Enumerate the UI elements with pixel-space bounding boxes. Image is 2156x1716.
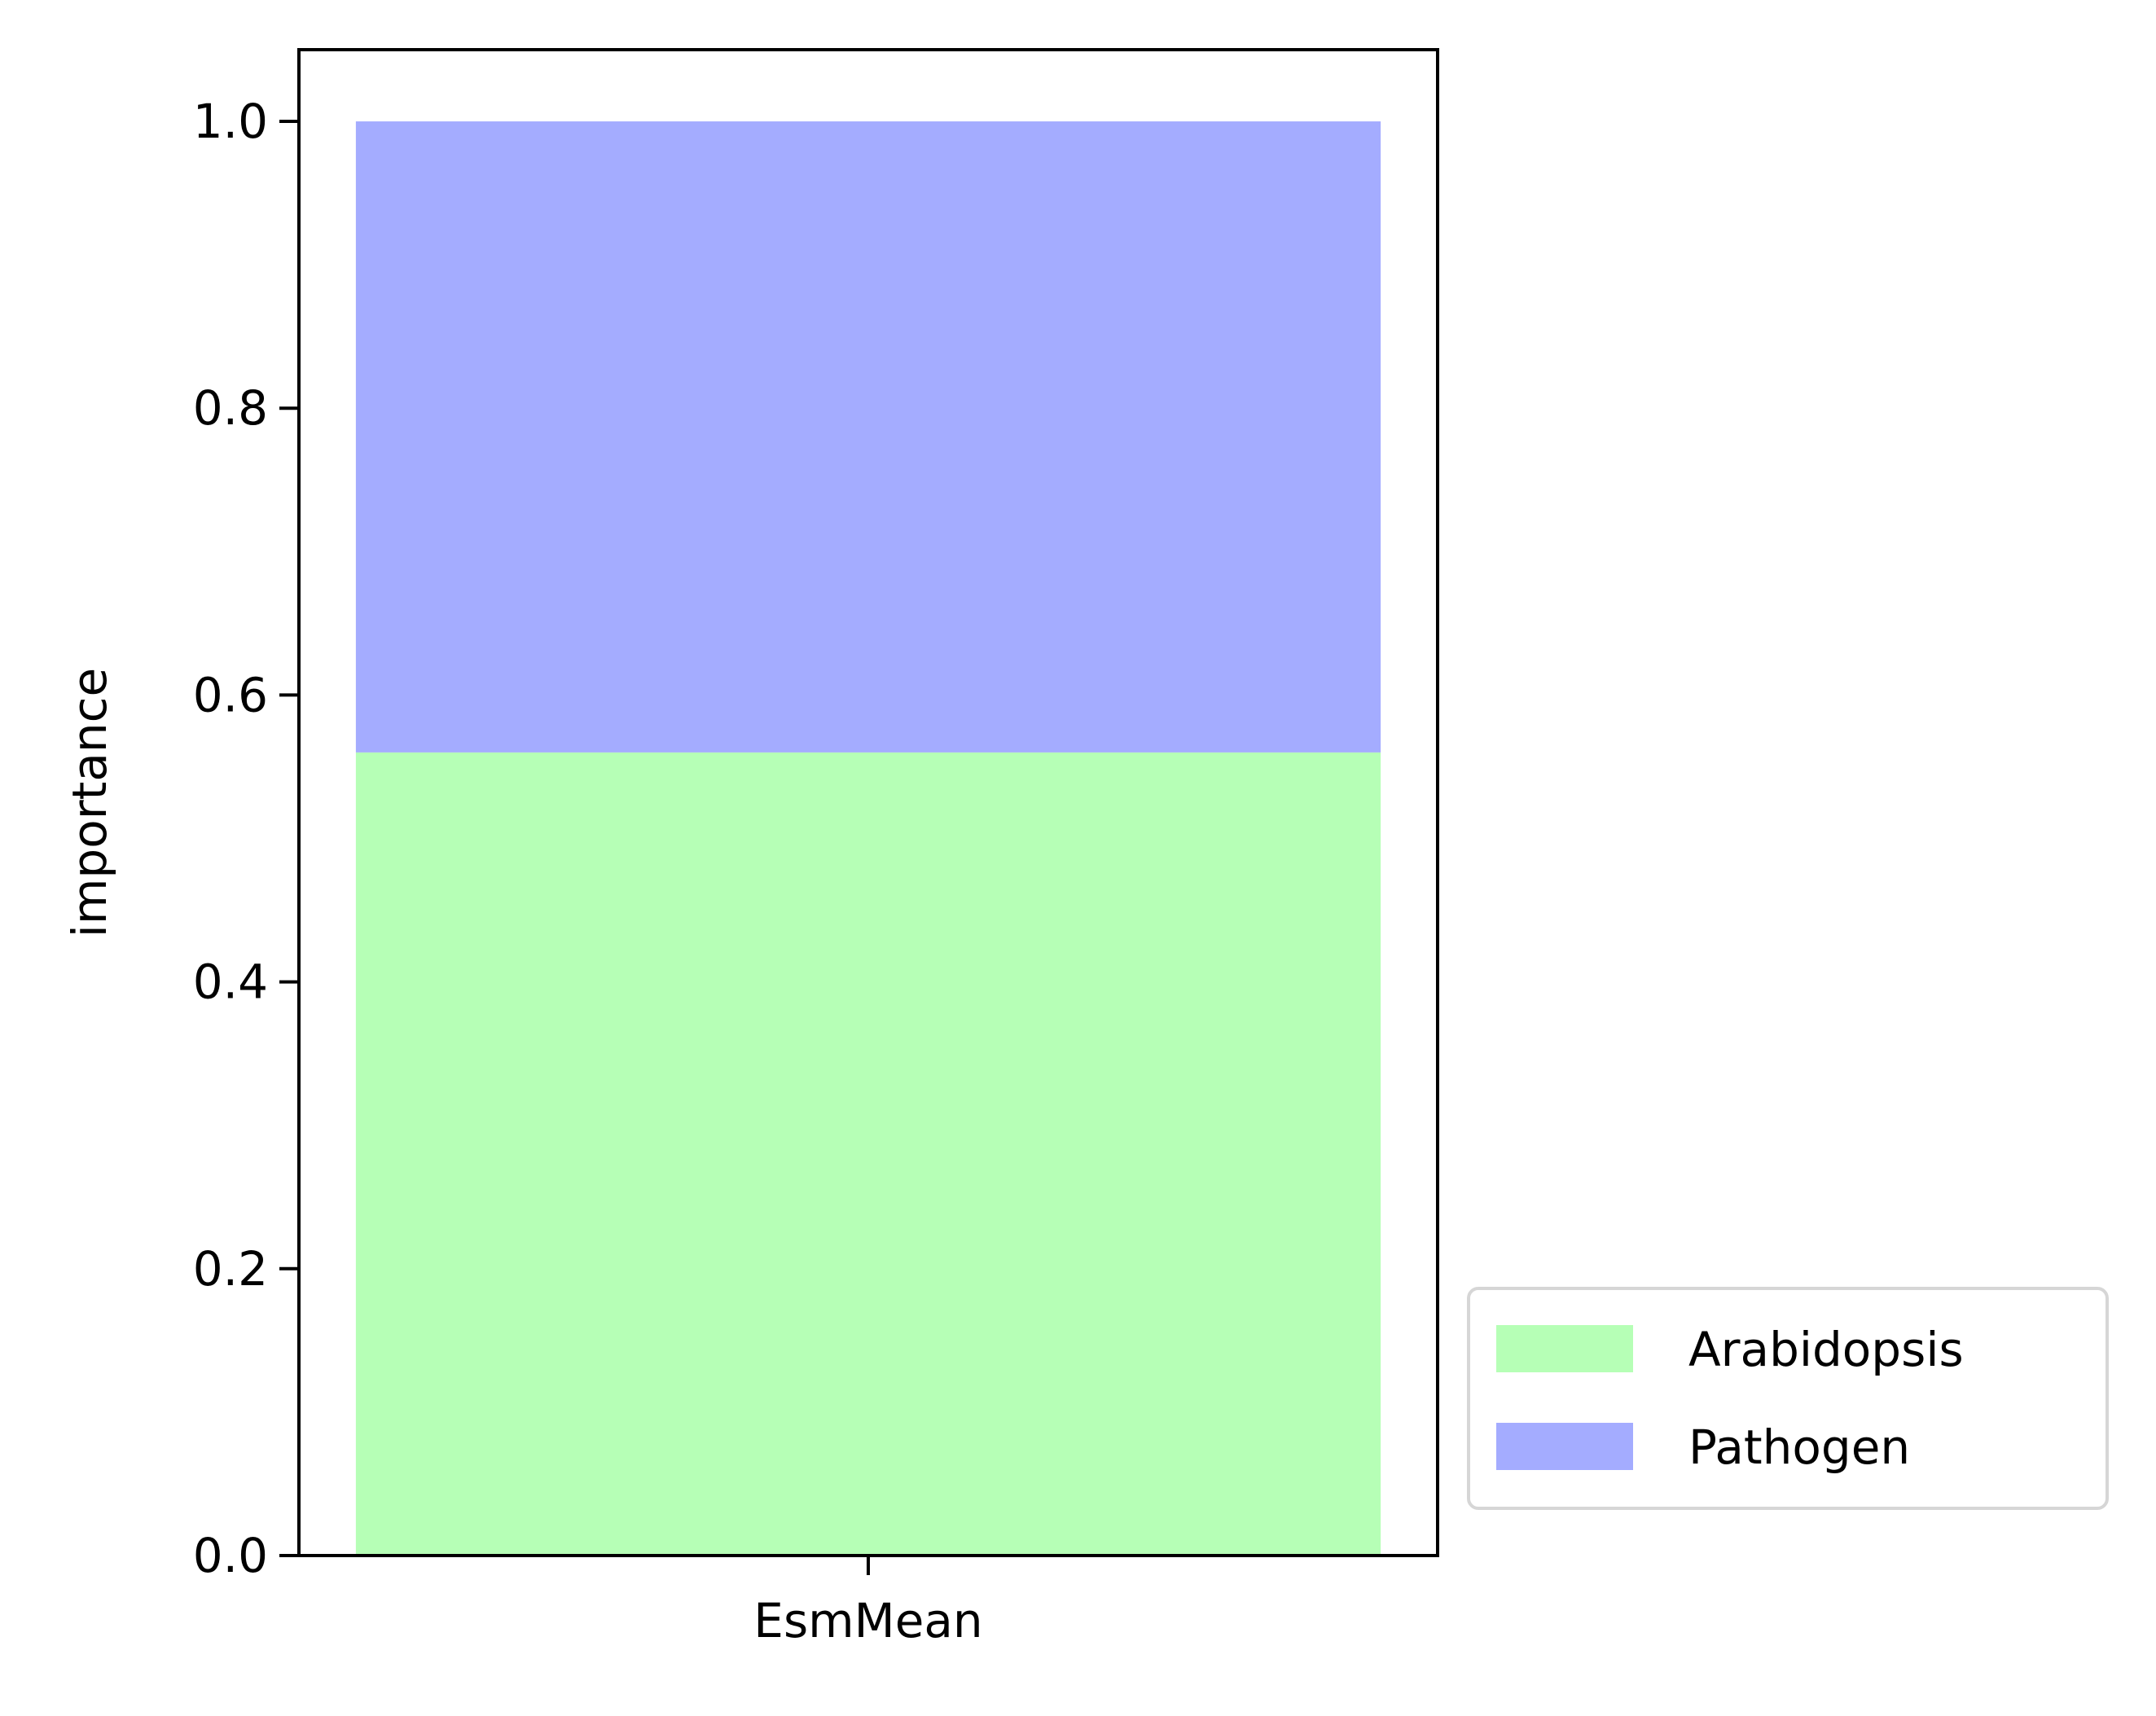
y-tick-label: 0.2 (193, 1241, 268, 1297)
y-axis: 0.0 0.2 0.4 0.6 0.8 1.0 (193, 94, 299, 1583)
legend-label-arabidopsis: Arabidopsis (1688, 1322, 1964, 1377)
x-tick-label: EsmMean (753, 1593, 982, 1648)
x-axis: EsmMean (753, 1556, 983, 1648)
y-tick-label: 0.4 (193, 955, 268, 1010)
y-tick-label: 0.8 (193, 380, 268, 436)
legend-swatch-arabidopsis (1496, 1325, 1633, 1372)
bars-layer (355, 121, 1381, 1556)
y-tick-label: 1.0 (193, 94, 268, 149)
bar-arabidopsis-esmmean (355, 752, 1381, 1556)
y-axis-title: importance (62, 668, 117, 937)
y-tick-label: 0.0 (193, 1528, 268, 1583)
bar-pathogen-esmmean (355, 121, 1381, 753)
legend: Arabidopsis Pathogen (1467, 1287, 2109, 1510)
y-tick-label: 0.6 (193, 667, 268, 722)
legend-swatch-pathogen (1496, 1423, 1633, 1470)
legend-label-pathogen: Pathogen (1688, 1420, 1910, 1475)
